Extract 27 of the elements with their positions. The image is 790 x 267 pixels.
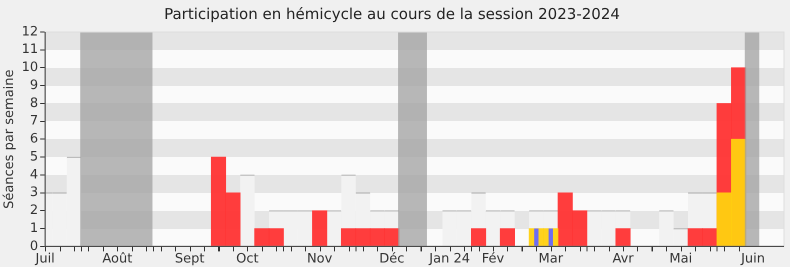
x-tick-label: Fév [482, 252, 505, 267]
x-tick-label: Sept [174, 252, 204, 267]
y-tick-label: 3 [30, 185, 38, 200]
x-tick-label: Août [102, 252, 132, 267]
y-tick-label: 10 [22, 60, 38, 76]
x-tick-label: Juil [34, 252, 55, 267]
y-tick-label: 6 [30, 132, 38, 147]
y-tick-label: 11 [22, 42, 38, 58]
y-tick-label: 8 [30, 96, 38, 111]
y-tick-label: 7 [30, 114, 38, 129]
x-tick-label: Nov [306, 252, 333, 267]
x-tick-label: Mai [669, 252, 692, 267]
x-tick-label: Avr [612, 252, 634, 267]
y-tick-label: 4 [30, 167, 38, 182]
y-tick-label: 9 [30, 78, 38, 93]
x-tick-label: Juin [740, 252, 766, 267]
y-tick-label: 2 [30, 203, 38, 218]
x-tick-label: Mar [538, 252, 564, 267]
y-tick-label: 5 [30, 149, 38, 164]
y-tick-label: 0 [30, 238, 38, 254]
y-tick-label: 1 [30, 220, 38, 236]
x-tick-label: Oct [236, 252, 259, 267]
y-axis-title: Séances par semaine [2, 69, 18, 209]
chart-title: Participation en hémicycle au cours de la session 2023-2024 [164, 4, 620, 23]
x-tick-label: Jan 24 [428, 252, 470, 267]
y-tick-label: 12 [22, 24, 38, 40]
x-tick-label: Déc [379, 252, 404, 267]
